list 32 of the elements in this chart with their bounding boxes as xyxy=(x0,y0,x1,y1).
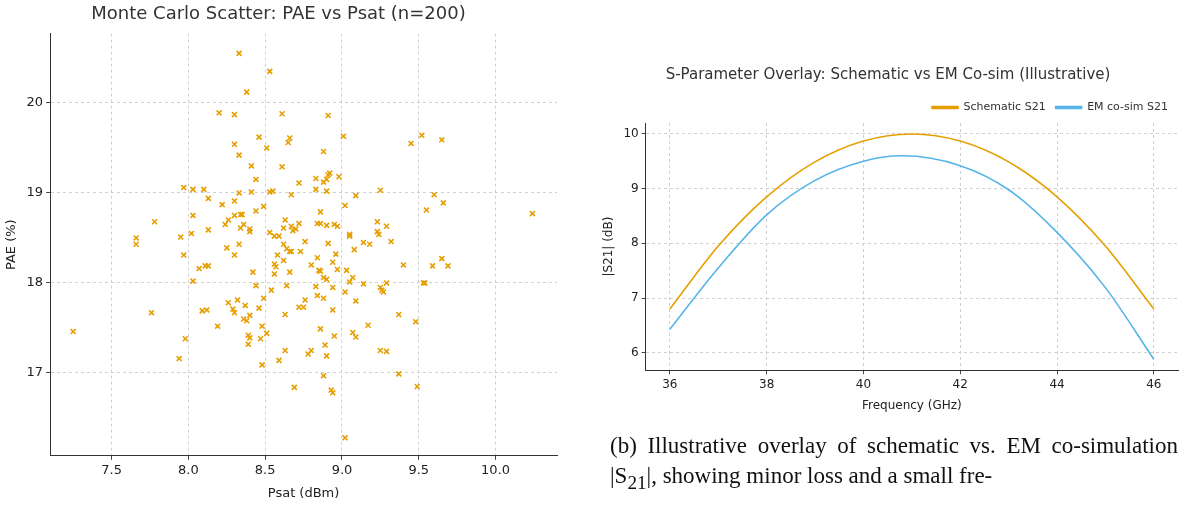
x-tick-label: 8.5 xyxy=(254,461,276,477)
text: (b) Illustrative overlay of schematic vs. EM co-simulation |S$_{21}$|, showing minor loss and a small fre- xyxy=(610,432,1178,495)
legend-label: Schematic S21 xyxy=(963,100,1046,114)
x-axis-title: Frequency (GHz) xyxy=(861,397,962,412)
legend-label: EM co-sim S21 xyxy=(1087,100,1169,114)
x-tick-label: 8.0 xyxy=(178,461,199,477)
y-tick-label: 17 xyxy=(26,364,44,380)
x-tick-label: 38 xyxy=(759,376,775,391)
y-tick-label: 7 xyxy=(631,290,639,305)
x-tick-label: 36 xyxy=(662,376,678,391)
chart-title: S-Parameter Overlay: Schematic vs EM Co-sim (Illustrative) xyxy=(665,64,1111,83)
y-tick-label: 10 xyxy=(623,126,639,141)
line-series xyxy=(669,133,1155,310)
y-tick-label: 20 xyxy=(26,94,44,110)
x-axis-title: Psat (dBm) xyxy=(267,484,340,500)
y-tick-label: 6 xyxy=(631,344,639,359)
x-tick-label: 9.5 xyxy=(408,461,430,477)
y-tick-label: 19 xyxy=(26,184,44,200)
y-tick-label: 18 xyxy=(26,274,44,290)
y-tick-label: 8 xyxy=(631,235,639,250)
x-tick-label: 46 xyxy=(1146,376,1162,391)
y-tick-label: 9 xyxy=(631,180,639,195)
line-series xyxy=(669,155,1155,361)
chart-title: Monte Carlo Scatter: PAE vs Psat (n=200) xyxy=(91,2,466,24)
y-axis-title: |S21| (dB) xyxy=(601,216,616,277)
x-tick-label: 44 xyxy=(1049,376,1065,391)
y-axis-title: PAE (%) xyxy=(3,219,19,271)
x-tick-label: 40 xyxy=(855,376,872,391)
x-tick-label: 7.5 xyxy=(101,461,122,477)
x-tick-label: 10.0 xyxy=(481,461,511,477)
x-tick-label: 9.0 xyxy=(331,461,353,477)
x-tick-label: 42 xyxy=(952,376,968,391)
